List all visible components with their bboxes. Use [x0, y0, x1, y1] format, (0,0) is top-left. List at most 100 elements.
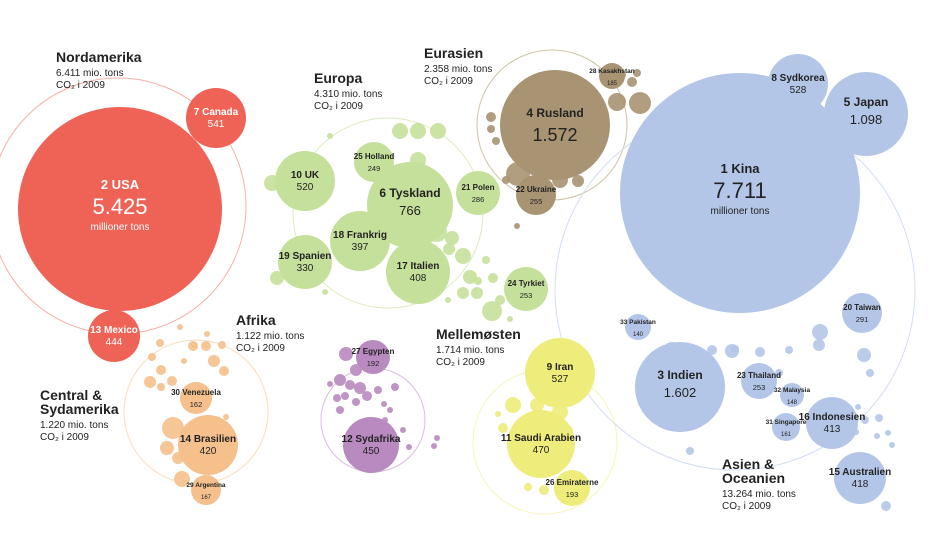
bubble-value: 185 — [607, 81, 618, 87]
small-country-bubble — [875, 414, 883, 422]
small-country-bubble — [341, 392, 349, 400]
region-title: Oceanien — [722, 470, 785, 486]
bubble-venezuela[interactable]: 30 Venezuela 162 — [171, 382, 221, 414]
small-country-bubble — [148, 353, 156, 361]
bubble-value: 408 — [410, 273, 427, 284]
small-country-bubble — [505, 397, 521, 413]
small-country-bubble — [775, 369, 783, 377]
bubble-circle — [504, 267, 548, 311]
bubble-value: 193 — [566, 490, 579, 499]
bubble-value: 541 — [208, 119, 225, 130]
bubble-label: 26 Emiraterne — [546, 478, 599, 487]
small-country-bubble — [457, 287, 469, 299]
bubble-circle — [625, 314, 651, 340]
region-year: CO₂ i 2009 — [722, 501, 771, 512]
bubble-rusland[interactable]: 4 Rusland 1.572 — [500, 70, 610, 180]
bubble-label: 6 Tyskland — [379, 186, 440, 200]
bubble-tyskland[interactable]: 6 Tyskland 766 — [367, 162, 453, 248]
bubble-taiwan[interactable]: 20 Taiwan 291 — [842, 293, 882, 333]
bubble-circle — [806, 397, 858, 449]
small-country-bubble — [539, 485, 549, 495]
bubble-circle — [367, 162, 453, 248]
bubble-value: 255 — [530, 197, 543, 206]
bubble-usa[interactable]: 2 USA 5.425 millioner tons — [18, 107, 222, 311]
bubble-indien[interactable]: 3 Indien 1.602 — [635, 342, 725, 432]
bubble-japan[interactable]: 5 Japan 1.098 — [824, 72, 908, 156]
small-country-bubble — [387, 407, 393, 413]
bubble-value: 527 — [552, 374, 569, 385]
bubble-tyrkiet[interactable]: 24 Tyrkiet 253 — [504, 267, 548, 311]
small-country-bubble — [354, 382, 366, 394]
bubble-label: 4 Rusland — [526, 106, 583, 120]
bubble-circle — [824, 72, 908, 156]
bubble-malaysia[interactable]: 32 Malaysia 148 — [774, 383, 811, 407]
small-country-bubble — [406, 444, 412, 450]
bubble-pakistan[interactable]: 33 Pakistan 140 — [620, 314, 656, 340]
bubble-circle — [834, 452, 886, 504]
small-country-bubble — [400, 427, 406, 433]
small-country-bubble — [524, 483, 532, 491]
bubble-value: 1.572 — [532, 125, 577, 145]
bubble-argentina[interactable]: 29 Argentina 167 — [186, 475, 226, 505]
bubble-value: 7.711 — [713, 178, 766, 203]
small-country-bubble — [174, 471, 190, 487]
small-country-bubble — [157, 383, 165, 391]
region-title: Asien & — [722, 456, 774, 472]
bubble-egypten[interactable]: 27 Egypten 192 — [352, 340, 395, 374]
bubble-kina[interactable]: 1 Kina 7.711 millioner tons — [620, 73, 860, 313]
bubble-singapore[interactable]: 31 Singapore 161 — [766, 413, 807, 441]
bubble-circle — [354, 142, 394, 182]
bubble-value: 470 — [533, 445, 550, 456]
bubble-circle — [620, 73, 860, 313]
bubble-thailand[interactable]: 23 Thailand 253 — [737, 363, 781, 399]
bubble-circle — [178, 415, 238, 475]
small-country-bubble — [874, 433, 880, 439]
bubble-circle — [275, 151, 335, 211]
bubble-ukraine[interactable]: 22 Ukraine 255 — [516, 175, 557, 215]
region-year: CO₂ i 2009 — [236, 343, 285, 354]
small-country-bubble — [889, 442, 895, 448]
bubble-circle — [635, 342, 725, 432]
small-country-bubble — [857, 348, 871, 362]
small-country-bubble — [755, 347, 765, 357]
region-title: Mellemøsten — [436, 326, 521, 342]
small-country-bubble — [813, 339, 825, 351]
bubble-circle — [456, 171, 500, 215]
bubble-value: 420 — [200, 446, 217, 457]
small-country-bubble — [514, 223, 520, 229]
bubble-holland[interactable]: 25 Holland 249 — [354, 142, 395, 182]
region-year: CO₂ i 2009 — [56, 80, 105, 91]
small-country-bubble — [430, 123, 446, 139]
bubble-label: 11 Saudi Arabien — [501, 433, 581, 444]
small-country-bubble — [488, 273, 498, 283]
small-country-bubble — [629, 92, 651, 114]
small-country-bubble — [507, 316, 513, 322]
bubble-polen[interactable]: 21 Polen 286 — [456, 171, 500, 215]
small-country-bubble — [502, 176, 510, 184]
bubble-emiraterne[interactable]: 26 Emiraterne 193 — [546, 470, 599, 506]
small-country-bubble — [495, 295, 505, 305]
region-total: 13.264 mio. tons — [722, 489, 796, 500]
small-country-bubble — [474, 277, 482, 285]
small-country-bubble — [627, 77, 637, 87]
bubble-value: 253 — [753, 383, 766, 392]
bubble-kasakhstan[interactable]: 28 Kasakhstan 185 — [589, 63, 635, 89]
